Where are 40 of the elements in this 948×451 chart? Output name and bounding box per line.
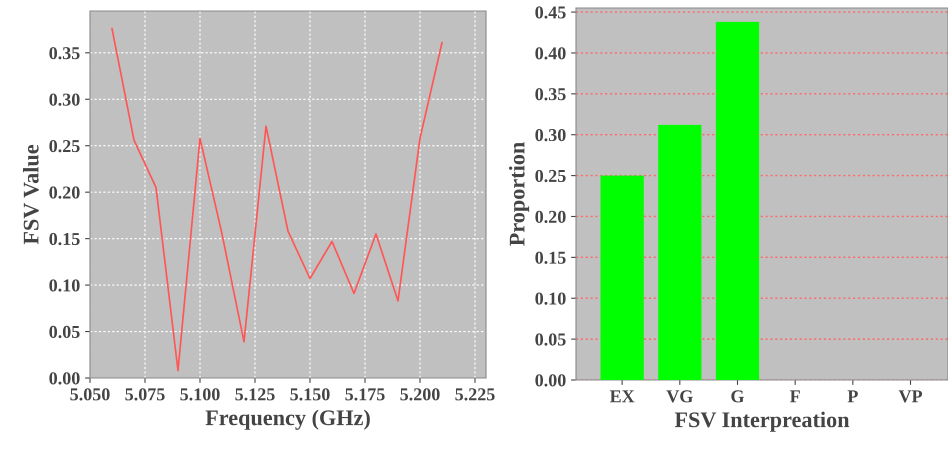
- x-tick-label: 5.050: [70, 388, 110, 401]
- y-tick-label: 0.00: [535, 374, 566, 387]
- y-axis-title: FSV Value: [22, 144, 39, 244]
- bar: [716, 22, 760, 380]
- x-tick-label: VG: [666, 390, 693, 403]
- y-tick-label: 0.20: [535, 210, 566, 224]
- y-tick-label: 0.10: [535, 292, 566, 305]
- bar: [658, 124, 702, 380]
- x-tick-label: P: [848, 390, 858, 402]
- y-tick-label: 0.05: [49, 326, 80, 338]
- y-tick-label: 0.40: [535, 47, 566, 60]
- y-tick-label: 0.00: [49, 372, 80, 385]
- bar: [600, 176, 644, 380]
- y-tick-label: 0.25: [49, 140, 80, 152]
- x-axis-title: FSV Interpreation: [674, 412, 850, 432]
- y-axis-title: Proportion: [508, 142, 530, 246]
- x-tick-label: 5.175: [345, 388, 385, 401]
- x-tick-label: F: [790, 390, 800, 402]
- x-axis-title: Frequency (GHz): [206, 410, 370, 430]
- line-series: [111, 28, 443, 372]
- y-tick-label: 0.20: [49, 186, 80, 199]
- x-tick-label: 5.150: [290, 388, 330, 401]
- y-tick-label: 0.05: [535, 333, 566, 346]
- y-tick-label: 0.15: [49, 232, 80, 246]
- y-tick-label: 0.30: [535, 128, 566, 142]
- x-tick-label: 5.075: [125, 388, 165, 401]
- y-tick-label: 0.10: [49, 279, 80, 292]
- x-tick-label: EX: [610, 390, 634, 402]
- x-tick-label: VP: [898, 390, 922, 403]
- y-tick-label: 0.35: [535, 88, 566, 100]
- x-tick-label: 5.100: [180, 388, 220, 401]
- x-tick-label: 5.125: [235, 388, 275, 401]
- y-tick-label: 0.30: [49, 94, 80, 106]
- x-tick-label: 5.200: [400, 388, 440, 401]
- x-tick-label: 5.225: [455, 388, 495, 401]
- y-tick-label: 0.25: [535, 170, 566, 182]
- x-tick-label: G: [731, 390, 744, 402]
- y-tick-label: 0.45: [535, 6, 566, 19]
- y-tick-label: 0.15: [535, 252, 566, 264]
- y-tick-label: 0.35: [49, 47, 80, 60]
